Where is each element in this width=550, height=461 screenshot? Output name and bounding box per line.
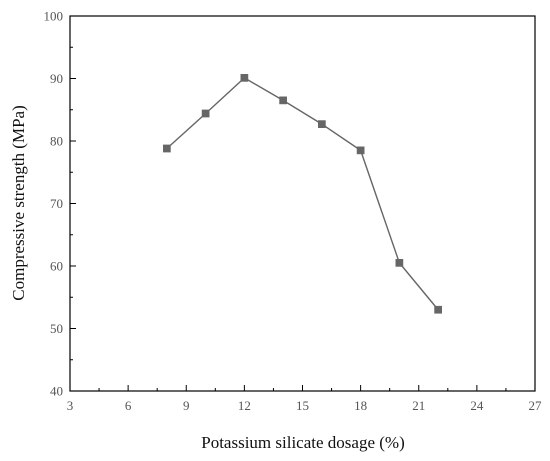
data-point (240, 74, 249, 82)
series-layer (163, 74, 442, 314)
x-tick-label: 3 (67, 398, 74, 413)
y-tick-label: 90 (50, 71, 63, 86)
y-tick-label: 50 (50, 321, 63, 336)
plot-border (69, 15, 536, 392)
y-axis: 40 50 60 70 80 90 100 (44, 9, 76, 399)
data-point (356, 146, 365, 155)
data-point (434, 305, 442, 314)
x-tick-label: 15 (296, 398, 309, 413)
y-tick-label: 70 (50, 196, 63, 211)
data-point (163, 144, 171, 153)
y-axis-title: Compressive strength (MPa) (9, 105, 28, 300)
data-point (201, 109, 210, 118)
x-tick-label: 6 (125, 398, 132, 413)
data-point (395, 259, 404, 267)
series-line (166, 77, 439, 311)
x-tick-label: 12 (238, 398, 251, 413)
x-tick-label: 24 (470, 398, 484, 413)
x-axis-title: Potassium silicate dosage (%) (201, 433, 405, 452)
y-tick-label: 80 (50, 134, 63, 149)
y-tick-label: 100 (44, 9, 64, 24)
plot-frame (69, 15, 536, 392)
y-tick-label: 40 (50, 384, 63, 399)
x-tick-label: 27 (529, 398, 543, 413)
x-tick-label: 9 (183, 398, 190, 413)
data-point (279, 96, 287, 105)
x-tick-label: 18 (354, 398, 367, 413)
x-axis: 3 6 9 12 15 18 21 24 27 (67, 385, 542, 413)
y-tick-label: 60 (50, 259, 63, 274)
data-point (318, 120, 326, 128)
x-tick-label: 21 (412, 398, 425, 413)
